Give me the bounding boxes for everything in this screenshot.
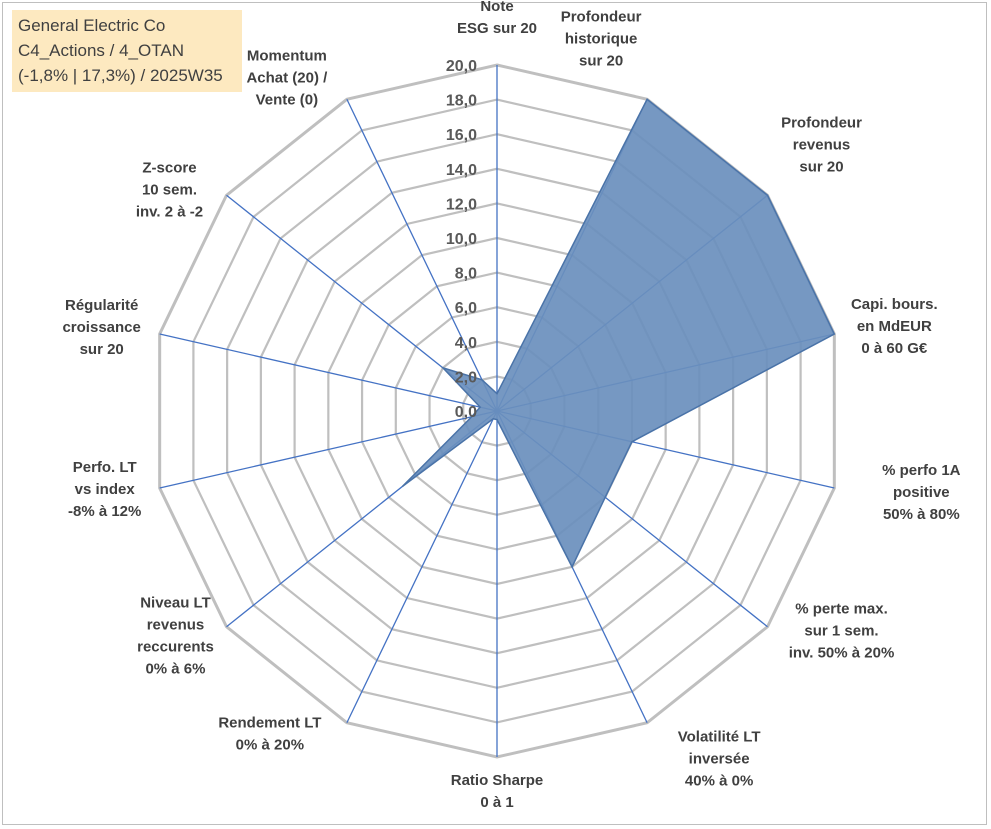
axis-label-line: sur 1 sem.	[804, 623, 878, 640]
axis-label-line: sur 20	[80, 341, 124, 358]
axis-label-line: 0 à 1	[480, 794, 513, 811]
axis-label-line: Profondeur	[781, 114, 862, 131]
axis-label: Capi. bours. en MdEUR 0 à 60 G€	[851, 296, 938, 357]
axis-label-line: Rendement LT	[218, 715, 321, 732]
tick-label: 10,0	[446, 231, 477, 248]
axis-label-line: sur 20	[799, 158, 843, 175]
axis-label-line: revenus	[793, 136, 851, 153]
axis-label: Niveau LT revenus reccurents 0% à 6%	[137, 595, 214, 678]
axis-label: Volatilité LT inversée 40% à 0%	[678, 729, 761, 790]
axis-label-line: % perte max.	[795, 601, 888, 618]
axis-label-line: croissance	[62, 319, 140, 336]
axis-spoke	[159, 333, 498, 412]
tick-label: 8,0	[455, 266, 477, 283]
tick-label: 12,0	[446, 196, 477, 213]
axis-label: Profondeur revenus sur 20	[781, 114, 862, 175]
axis-label: % perfo 1A positive 50% à 80%	[882, 462, 961, 523]
axis-label: % perte max. sur 1 sem. inv. 50% à 20%	[789, 601, 895, 662]
axis-label-line: Ratio Sharpe	[451, 772, 544, 789]
axis-spoke	[346, 410, 498, 724]
axis-label-line: 0 à 60 G€	[861, 340, 928, 357]
axis-label: Rendement LT 0% à 20%	[218, 715, 321, 754]
axis-label-line: revenus	[147, 617, 205, 634]
axis-label-line: % perfo 1A	[882, 462, 961, 479]
axis-label-line: positive	[893, 484, 950, 501]
axis-label-line: 0% à 6%	[145, 661, 205, 678]
axis-label-line: 10 sem.	[142, 181, 197, 198]
axis-label-line: Achat (20) /	[246, 69, 328, 86]
tick-label: 6,0	[455, 300, 477, 317]
tick-label: 20,0	[446, 58, 477, 75]
tick-layer: 0,0 2,0 4,0 6,0 8,0 10,0 12,0 14,0 16,0 18,0 20,0	[446, 58, 477, 421]
axis-label-line: ESG sur 20	[457, 20, 537, 37]
axis-label: Perfo. LT vs index -8% à 12%	[68, 459, 141, 520]
axis-label-line: Profondeur	[561, 8, 642, 25]
axis-label-line: reccurents	[137, 639, 214, 656]
axis-label-line: 0% à 20%	[236, 737, 304, 754]
axis-label-line: vs index	[75, 481, 136, 498]
axis-label-line: inversée	[689, 751, 750, 768]
axis-label: Ratio Sharpe 0 à 1	[451, 772, 544, 811]
axis-spoke	[159, 410, 498, 489]
axis-label-line: historique	[565, 30, 638, 47]
axis-label-line: Perfo. LT	[73, 459, 137, 476]
tick-label: 16,0	[446, 127, 477, 144]
axis-label-line: Vente (0)	[256, 91, 319, 108]
axis-label-line: Régularité	[65, 297, 138, 314]
tick-label: 2,0	[455, 369, 477, 386]
info-category: C4_Actions / 4_OTAN	[18, 41, 184, 60]
info-box: General Electric Co C4_Actions / 4_OTAN …	[12, 10, 242, 92]
axis-label-line: 40% à 0%	[685, 773, 753, 790]
info-performance: (-1,8% | 17,3%) / 2025W35	[18, 66, 223, 85]
label-layer: Note ESG sur 20 Profondeur historique sur 20…	[62, 0, 960, 811]
axis-label-line: Niveau LT	[140, 595, 211, 612]
axis-label-line: inv. 2 à -2	[136, 203, 203, 220]
axis-label-line: Volatilité LT	[678, 729, 761, 746]
tick-label: 18,0	[446, 93, 477, 110]
axis-label-line: sur 20	[579, 52, 623, 69]
axis-label-line: Note	[480, 0, 513, 15]
axis-label: Profondeur historique sur 20	[561, 8, 642, 69]
tick-label: 14,0	[446, 162, 477, 179]
axis-label-line: Z-score	[142, 159, 196, 176]
axis-label: Régularité croissance sur 20	[62, 297, 140, 358]
axis-label-line: 50% à 80%	[883, 506, 960, 523]
axis-label: Z-score 10 sem. inv. 2 à -2	[136, 159, 203, 220]
tick-label: 4,0	[455, 335, 477, 352]
axis-label-line: en MdEUR	[857, 318, 932, 335]
tick-label: 0,0	[455, 404, 477, 421]
info-title: General Electric Co	[18, 16, 166, 35]
axis-label-line: Momentum	[247, 47, 327, 64]
axis-spoke	[346, 98, 498, 412]
axis-label-line: inv. 50% à 20%	[789, 645, 895, 662]
axis-label: Note ESG sur 20	[457, 0, 537, 37]
axis-label: Momentum Achat (20) / Vente (0)	[246, 47, 328, 108]
axis-label-line: -8% à 12%	[68, 503, 141, 520]
axis-label-line: Capi. bours.	[851, 296, 938, 313]
series-layer	[401, 98, 836, 569]
